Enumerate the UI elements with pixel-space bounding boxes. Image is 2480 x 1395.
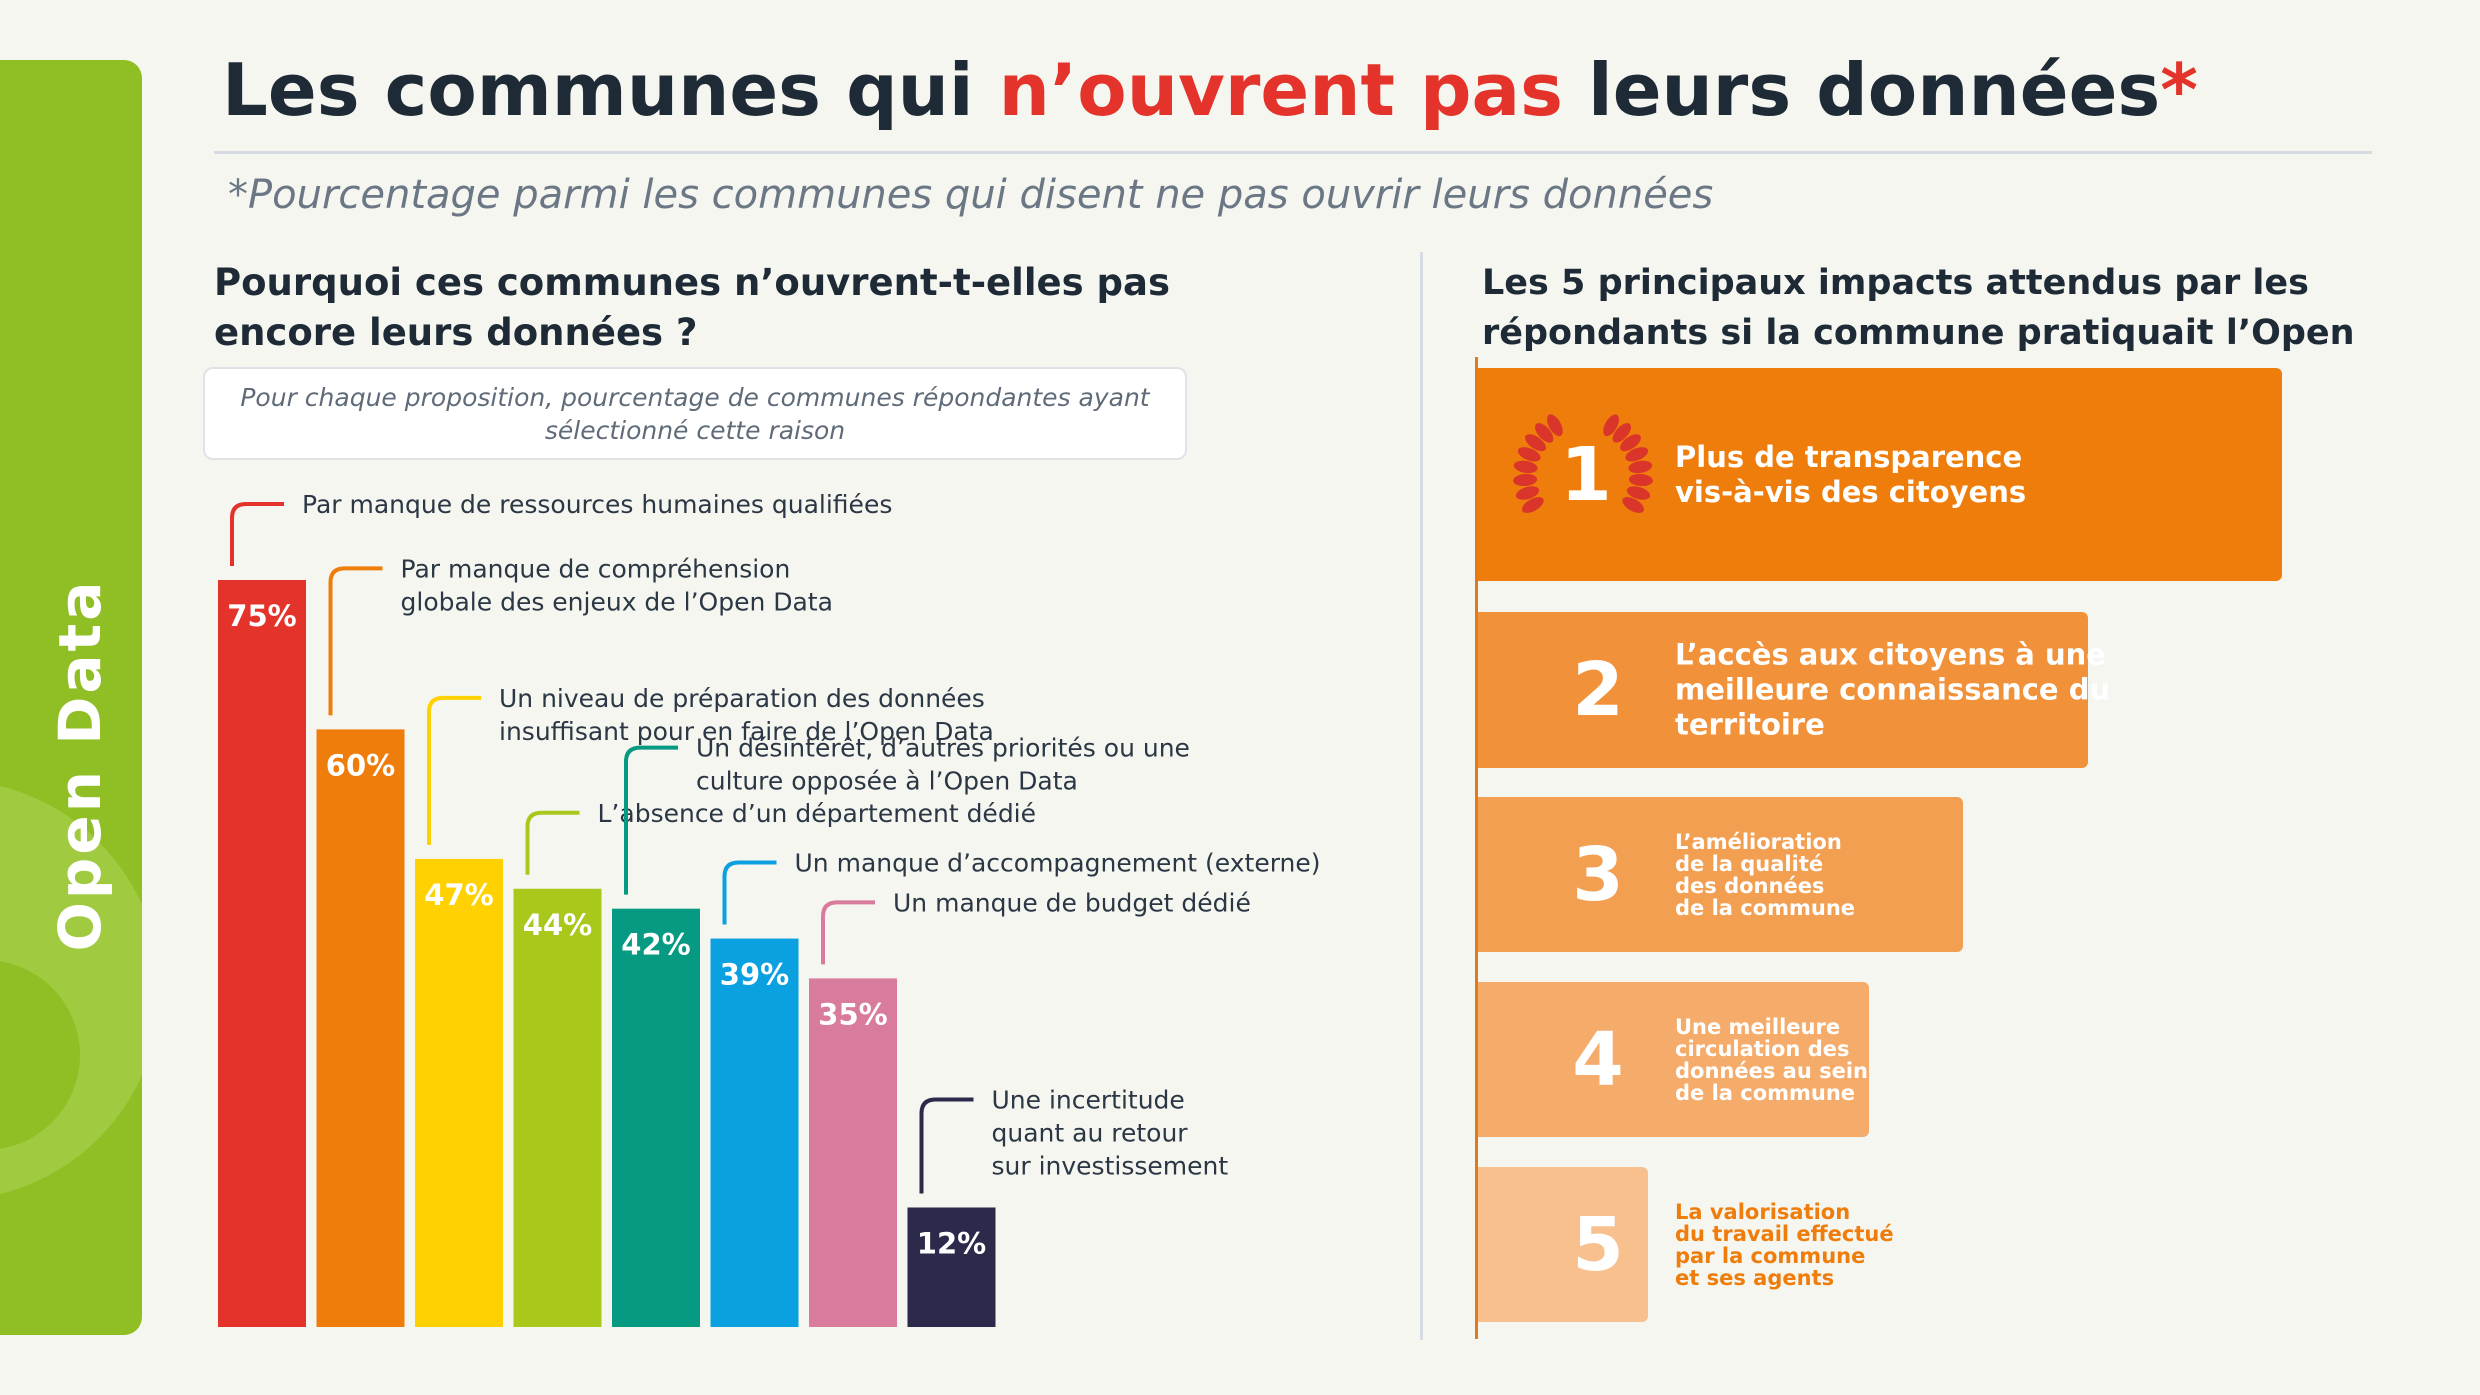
laurel-wreath-icon bbox=[1513, 414, 1653, 513]
impact-rank-3: 3 bbox=[1572, 831, 1624, 918]
page-subtitle: *Pourcentage parmi les communes qui dise… bbox=[228, 172, 1714, 218]
title-part2: leurs données bbox=[1562, 48, 2161, 132]
bar-category-line: culture opposée à l’Open Data bbox=[696, 767, 1078, 796]
bar-connector-2 bbox=[328, 566, 383, 716]
bar-category-line: Par manque de compréhension bbox=[401, 554, 791, 583]
bar-category-line: Par manque de ressources humaines qualif… bbox=[302, 490, 892, 519]
bar-category-line: Un niveau de préparation des données bbox=[499, 684, 985, 713]
impact-block-2: 2 L’accès aux citoyens à une meilleure co… bbox=[1478, 612, 2110, 768]
bar-value-label-3: 47% bbox=[424, 878, 493, 912]
bar-7 bbox=[809, 978, 897, 1327]
bar-8 bbox=[907, 1207, 996, 1327]
impact-block-1: 1 Plus de transparence vis-à-vis des cito… bbox=[1478, 368, 2282, 581]
title-part1: Les communes qui bbox=[222, 48, 999, 132]
bar-category-label-8: Une incertitude quant au retour sur invest… bbox=[992, 1085, 1229, 1180]
bar-category-label-2: Par manque de compréhension globale des e… bbox=[401, 554, 833, 616]
bar-connector-6 bbox=[722, 860, 777, 925]
bar-value-label-7: 35% bbox=[818, 997, 887, 1031]
bar-category-label-5: Un désintérêt, d’autres priorités ou une… bbox=[696, 734, 1190, 796]
bar-connector-7 bbox=[821, 900, 875, 965]
bar-value-label-5: 42% bbox=[621, 928, 690, 962]
bar-category-line: quant au retour bbox=[992, 1118, 1189, 1147]
impact-rank-1: 1 bbox=[1560, 431, 1612, 518]
impact-text-1: Plus de transparence vis-à-vis des citoy… bbox=[1675, 439, 2027, 509]
bar-3 bbox=[415, 858, 503, 1327]
bar-connector-4 bbox=[525, 810, 580, 875]
impact-text-2: L’accès aux citoyens à une meilleure con… bbox=[1675, 637, 2111, 742]
bar-category-line: L’absence d’un département dédié bbox=[598, 799, 1037, 828]
bar-value-label-1: 75% bbox=[227, 599, 296, 633]
reasons-bar-chart: 75% Par manque de ressources humaines qua… bbox=[218, 490, 1321, 1327]
bar-5 bbox=[612, 908, 700, 1327]
bar-connector-5 bbox=[624, 745, 678, 895]
bar-value-label-8: 12% bbox=[917, 1226, 986, 1260]
page-title: Les communes qui n’ouvrent pas leurs don… bbox=[222, 48, 2198, 132]
title-highlight: n’ouvrent pas bbox=[998, 48, 1563, 132]
bar-category-line: globale des enjeux de l’Open Data bbox=[401, 587, 833, 616]
sidebar-tab: Open Data bbox=[0, 60, 142, 1335]
impact-text-5: La valorisation du travail effectué par … bbox=[1675, 1199, 1894, 1290]
title-divider bbox=[214, 151, 2372, 154]
bar-value-label-2: 60% bbox=[326, 748, 395, 782]
bar-connector-1 bbox=[230, 502, 284, 566]
bar-category-line: insuffisant pour en faire de l’Open Data bbox=[499, 717, 994, 746]
impacts-heading: Les 5 principaux impacts attendus par le… bbox=[1482, 263, 2355, 403]
bar-category-label-1: Par manque de ressources humaines qualif… bbox=[302, 490, 892, 519]
bar-2 bbox=[316, 729, 405, 1327]
column-divider bbox=[1420, 252, 1423, 1340]
impact-block-3: 3 L’amélioration de la qualité des donnée… bbox=[1478, 797, 1963, 952]
bar-connector-8 bbox=[919, 1097, 974, 1194]
impact-text-4: Une meilleure circulation des données au… bbox=[1675, 1014, 1868, 1105]
impact-rank-2: 2 bbox=[1572, 647, 1624, 733]
bar-category-line: Un manque d’accompagnement (externe) bbox=[795, 849, 1321, 878]
bar-category-line: Un désintérêt, d’autres priorités ou une bbox=[696, 734, 1190, 763]
title-asterisk: * bbox=[2160, 48, 2198, 132]
impact-block-5: 5 La valorisation du travail effectué par… bbox=[1478, 1167, 1894, 1322]
chart-note: Pour chaque proposition, pourcentage de … bbox=[203, 367, 1187, 460]
bar-category-label-4: L’absence d’un département dédié bbox=[598, 799, 1037, 828]
bar-1 bbox=[218, 580, 306, 1327]
impact-rank-4: 4 bbox=[1572, 1016, 1624, 1103]
bar-category-line: sur investissement bbox=[992, 1151, 1229, 1180]
bar-connector-3 bbox=[427, 695, 481, 845]
reasons-heading: Pourquoi ces communes n’ouvrent-t-elles … bbox=[214, 261, 1170, 354]
impact-text-3: L’amélioration de la qualité des données… bbox=[1675, 829, 1856, 920]
bar-category-label-7: Un manque de budget dédié bbox=[893, 888, 1251, 917]
bar-category-label-6: Un manque d’accompagnement (externe) bbox=[795, 849, 1321, 878]
bar-4 bbox=[513, 888, 602, 1327]
impacts-axis-line bbox=[1475, 357, 1478, 1339]
bar-6 bbox=[710, 938, 799, 1327]
bar-category-label-3: Un niveau de préparation des données insu… bbox=[499, 684, 994, 746]
bar-category-line: Une incertitude bbox=[992, 1085, 1185, 1114]
bar-value-label-6: 39% bbox=[720, 958, 789, 992]
bar-category-line: Un manque de budget dédié bbox=[893, 888, 1251, 917]
bar-value-label-4: 44% bbox=[523, 908, 592, 942]
impact-block-4: 4 Une meilleure circulation des données a… bbox=[1478, 982, 1869, 1137]
impact-rank-5: 5 bbox=[1572, 1201, 1624, 1288]
